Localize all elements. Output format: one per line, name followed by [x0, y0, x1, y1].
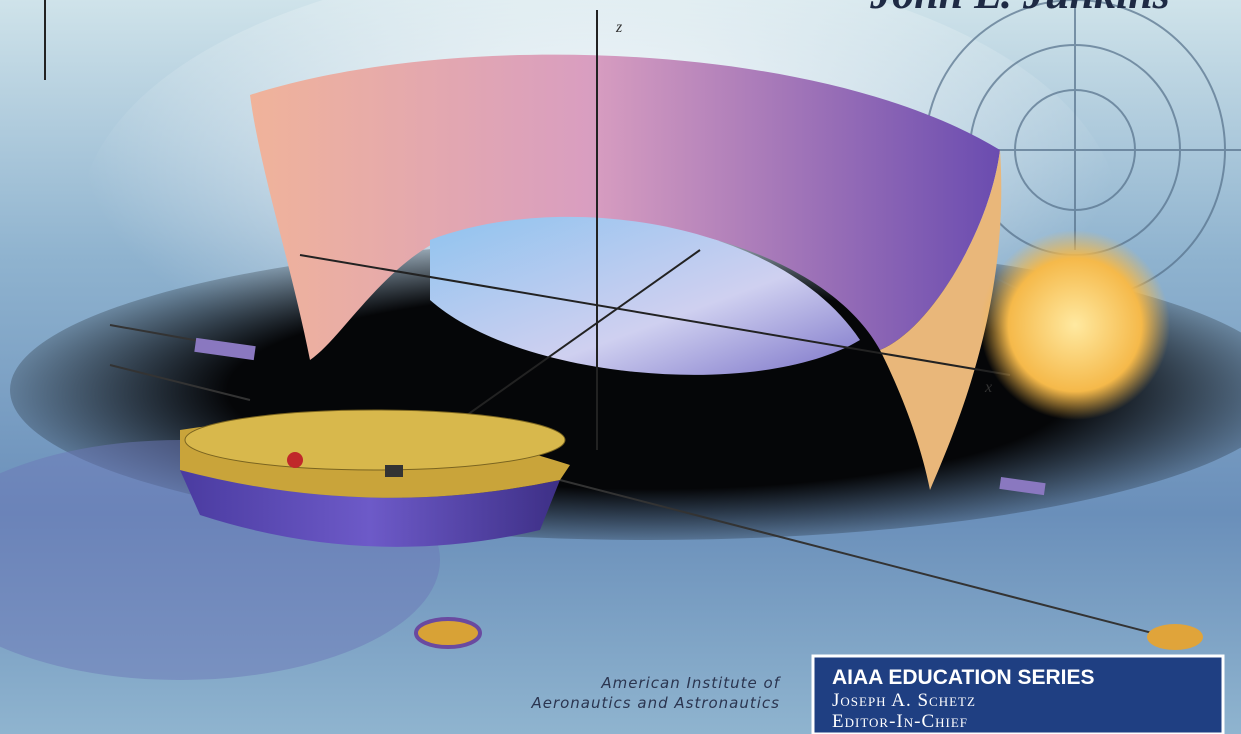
series-title: AIAA EDUCATION SERIES: [832, 666, 1095, 689]
series-editor: Joseph A. Schetz: [832, 690, 976, 711]
spacecraft: [180, 409, 570, 547]
surface-edge: [880, 150, 1002, 490]
publisher-line: Aeronautics and Astronautics: [530, 694, 780, 712]
surface: [250, 54, 1000, 360]
surface-inner: [430, 216, 860, 375]
axes: [44, 0, 1011, 450]
series-role: Editor-In-Chief: [832, 711, 968, 732]
series-box: [811, 654, 1225, 734]
z-label: z: [615, 19, 623, 36]
sun: [980, 230, 1170, 420]
author: John L. Junkins: [869, 0, 1170, 18]
satellites: [194, 337, 1203, 650]
x-label: x: [984, 379, 992, 396]
publisher-line: American Institute of: [600, 674, 781, 692]
